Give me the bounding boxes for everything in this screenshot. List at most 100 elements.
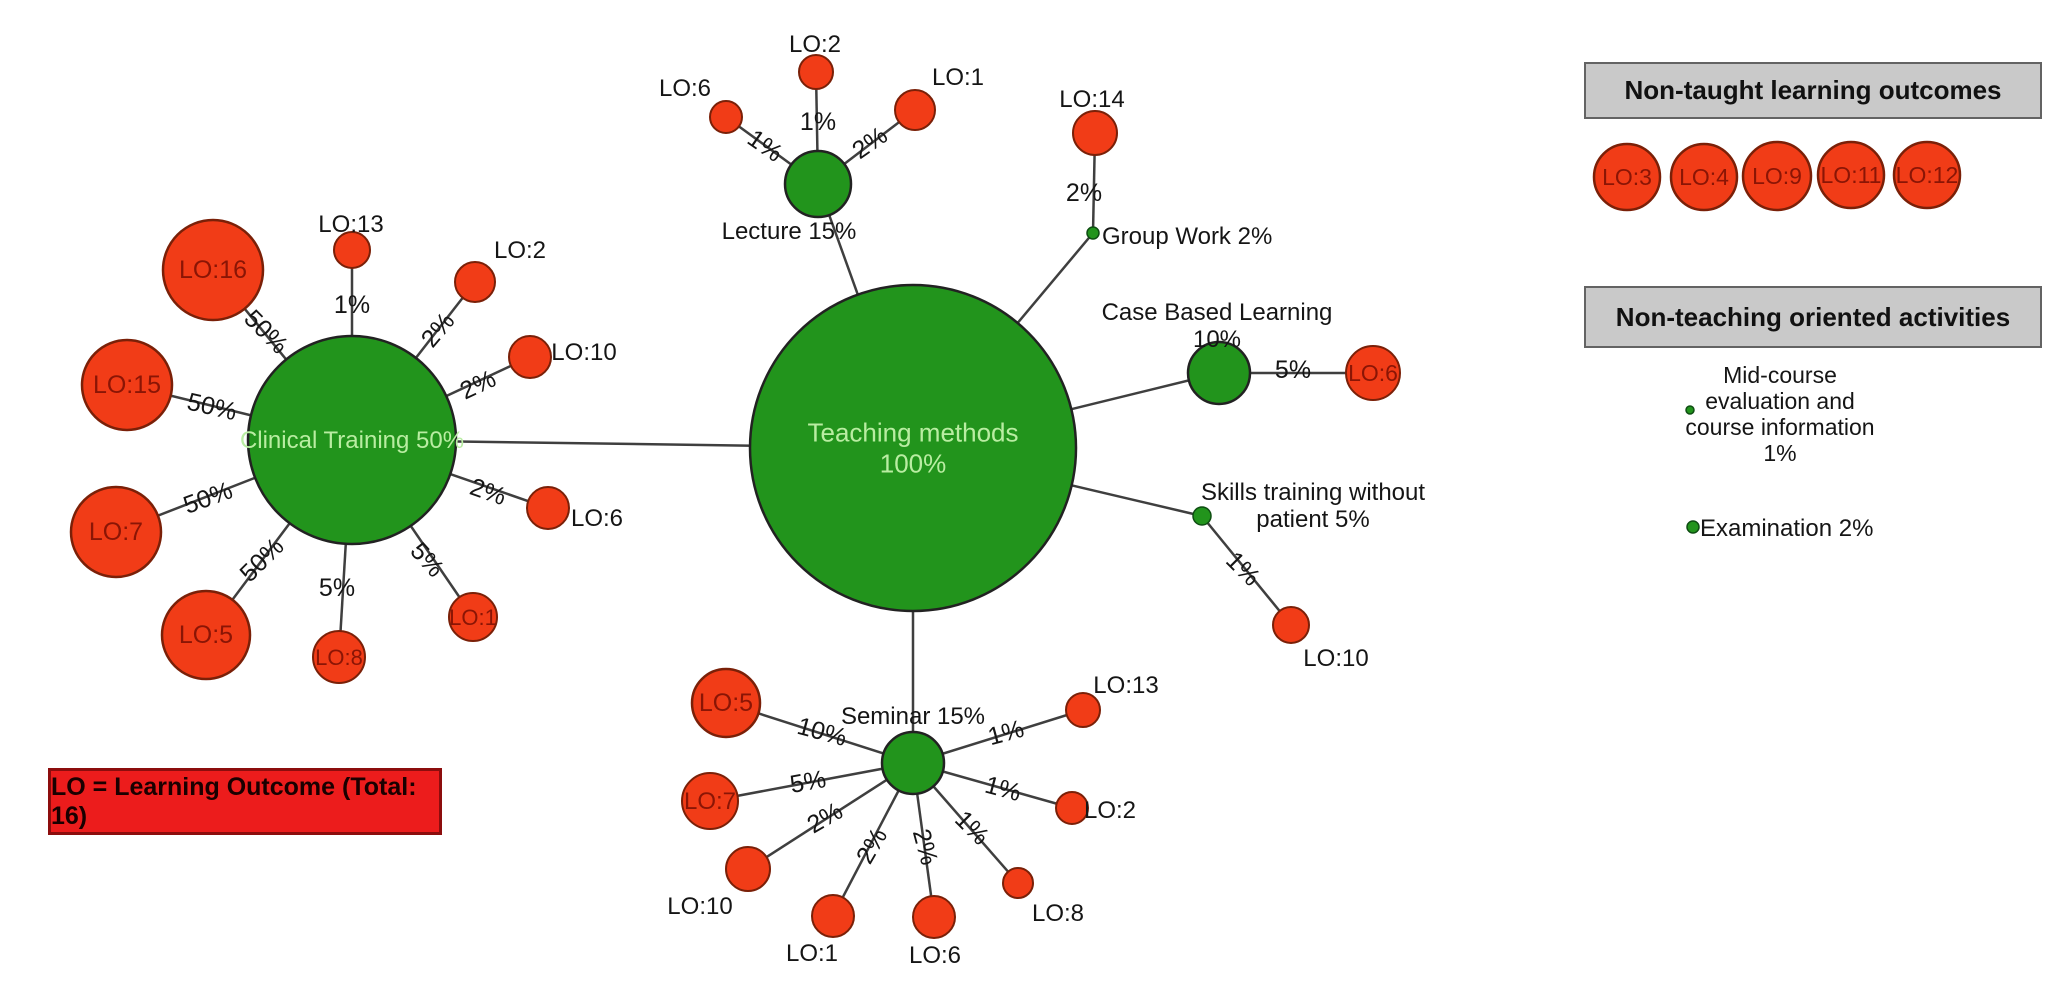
- node-cbl-lo6: [1345, 345, 1401, 401]
- edge-label-clinical-ct-lo2: 2%: [416, 307, 461, 353]
- edge-label-clinical-ct-lo15: 50%: [184, 388, 239, 427]
- label-examination-2: Examination 2%: [1700, 515, 1873, 542]
- node-label-nt-lo4: LO:4: [1679, 164, 1729, 190]
- label-lecture-15: Lecture 15%: [722, 218, 857, 245]
- edge-label-lecture-lec-lo6: 1%: [742, 124, 788, 168]
- edge-label-cbl-cbl-lo6: 5%: [1275, 356, 1311, 384]
- node-teaching: [748, 283, 1078, 613]
- node-label-nt-lo9: LO:9: [1752, 163, 1802, 189]
- edge-skills-dot-sk-lo10: [1201, 515, 1292, 626]
- node-ct-lo15: [80, 338, 174, 432]
- node-sk-lo10: [1272, 606, 1310, 644]
- node-lecture: [783, 149, 853, 219]
- node-ct-lo8: [312, 630, 366, 684]
- node-label-ct-lo7: LO:7: [89, 518, 143, 546]
- label-lo-2: LO:2: [494, 237, 546, 264]
- label-lo-10: LO:10: [667, 893, 732, 920]
- edge-label-clinical-ct-lo13: 1%: [334, 291, 370, 319]
- node-label-sem-lo5: LO:5: [699, 689, 753, 717]
- node-label-sem-lo7: LO:7: [684, 788, 736, 815]
- node-label-nt-lo3: LO:3: [1602, 164, 1652, 190]
- edge-label-lecture-lec-lo2: 1%: [800, 108, 836, 136]
- label-lo-1: LO:1: [932, 64, 984, 91]
- node-cbl: [1186, 340, 1252, 406]
- node-ct-lo1: [448, 592, 498, 642]
- node-exam-dot: [1686, 520, 1700, 534]
- label-lo-10: LO:10: [1303, 645, 1368, 672]
- node-sem-lo2: [1055, 791, 1089, 825]
- label-lo-13: LO:13: [318, 211, 383, 238]
- edge-label-seminar-sem-lo10: 2%: [802, 797, 847, 839]
- node-sem-lo7: [681, 772, 739, 830]
- edge-label-seminar-sem-lo2: 1%: [982, 771, 1024, 807]
- node-seminar: [880, 730, 946, 796]
- node-label-ct-lo15: LO:15: [93, 371, 161, 399]
- edge-label-clinical-ct-lo8: 5%: [319, 574, 355, 602]
- node-label-ct-lo1: LO:1: [449, 605, 497, 630]
- node-ct-lo6: [526, 486, 570, 530]
- node-label-nt-lo11: LO:11: [1821, 162, 1882, 188]
- edge-label-seminar-sem-lo7: 5%: [788, 765, 828, 799]
- edge-label-seminar-sem-lo13: 1%: [985, 715, 1027, 751]
- label-lo-6: LO:6: [571, 505, 623, 532]
- node-sem-lo8: [1002, 867, 1034, 899]
- node-gw-lo14: [1072, 110, 1118, 156]
- edge-label-clinical-ct-lo10: 2%: [456, 365, 501, 406]
- node-ct-lo2: [454, 261, 496, 303]
- node-lec-lo1: [894, 89, 936, 131]
- edge-label-clinical-ct-lo5: 50%: [234, 532, 289, 587]
- label-lo-1: LO:1: [786, 940, 838, 967]
- node-groupwork-dot: [1086, 226, 1100, 240]
- node-sem-lo13: [1065, 692, 1101, 728]
- node-lec-lo6: [709, 100, 743, 134]
- label-lo-6: LO:6: [909, 942, 961, 969]
- node-sem-lo1: [811, 894, 855, 938]
- label-seminar-15: Seminar 15%: [841, 703, 985, 730]
- node-label-ct-lo16: LO:16: [179, 256, 247, 284]
- edge-label-lecture-lec-lo1: 2%: [847, 121, 893, 165]
- edge-label-seminar-sem-lo1: 2%: [851, 823, 893, 868]
- edge-label-clinical-ct-lo1: 5%: [405, 537, 450, 583]
- edge-label-groupwork-dot-gw-lo14: 2%: [1066, 179, 1102, 207]
- label-lo-10: LO:10: [551, 339, 616, 366]
- node-midcourse-dot: [1685, 405, 1695, 415]
- node-label-clinical: Clinical Training 50%: [240, 427, 464, 454]
- node-sem-lo10: [725, 846, 771, 892]
- lo-abbreviation-legend: LO = Learning Outcome (Total: 16): [48, 768, 442, 835]
- non-teaching-activities-header: Non-teaching oriented activities: [1584, 286, 2042, 348]
- node-label-nt-lo12: LO:12: [1896, 162, 1959, 188]
- node-nt-lo4: [1669, 142, 1739, 212]
- node-lec-lo2: [798, 54, 834, 90]
- label-lo-13: LO:13: [1093, 672, 1158, 699]
- node-ct-lo10: [508, 335, 552, 379]
- label-lo-8: LO:8: [1032, 900, 1084, 927]
- node-nt-lo3: [1592, 142, 1662, 212]
- node-sem-lo5: [690, 667, 762, 739]
- edge-label-clinical-ct-lo7: 50%: [180, 476, 237, 519]
- edge-label-seminar-sem-lo6: 2%: [907, 826, 943, 868]
- label-skills-training-without-patient-5: Skills training without patient 5%: [1201, 479, 1425, 533]
- node-nt-lo9: [1741, 140, 1813, 212]
- node-label-cbl-lo6: LO:6: [1348, 360, 1398, 386]
- node-nt-lo11: [1816, 140, 1886, 210]
- label-case-based-learning-10: Case Based Learning 10%: [1102, 299, 1333, 353]
- node-sem-lo6: [912, 895, 956, 939]
- node-ct-lo13: [333, 231, 371, 269]
- node-nt-lo12: [1892, 140, 1962, 210]
- node-label-teaching: Teaching methods 100%: [807, 418, 1018, 479]
- node-ct-lo7: [69, 485, 163, 579]
- edge-seminar-sem-lo7: [709, 761, 914, 803]
- label-lo-14: LO:14: [1059, 86, 1124, 113]
- non-taught-outcomes-header: Non-taught learning outcomes: [1584, 62, 2042, 119]
- node-label-ct-lo5: LO:5: [179, 621, 233, 649]
- node-label-ct-lo8: LO:8: [315, 645, 363, 670]
- label-lo-6: LO:6: [659, 75, 711, 102]
- edge-seminar-sem-lo10: [747, 761, 914, 871]
- node-ct-lo5: [160, 589, 252, 681]
- node-clinical: [246, 334, 458, 546]
- label-group-work-2: Group Work 2%: [1102, 223, 1272, 250]
- label-lo-2: LO:2: [789, 31, 841, 58]
- label-lo-2: LO:2: [1084, 797, 1136, 824]
